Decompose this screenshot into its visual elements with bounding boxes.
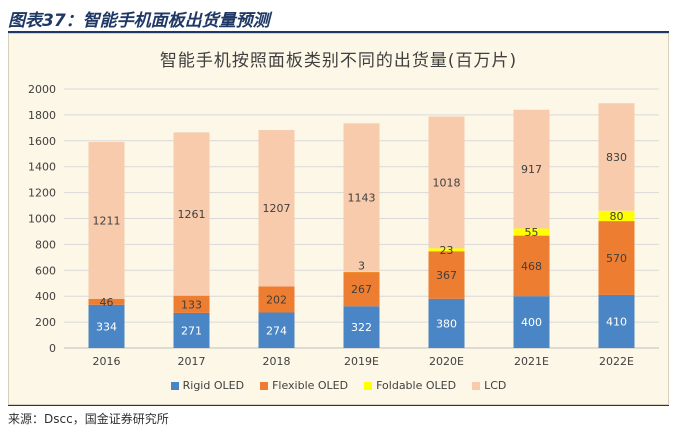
bar-segment	[428, 251, 465, 299]
data-label: 334	[96, 320, 117, 333]
x-tick-label: 2021E	[514, 355, 549, 368]
legend-item: Foldable OLED	[364, 379, 456, 392]
data-label: 1211	[93, 214, 121, 227]
data-label: 1207	[263, 202, 291, 215]
bar-segment	[428, 248, 465, 252]
bar-segment	[173, 295, 210, 313]
bar-segment	[513, 235, 550, 297]
figure-title: 图表37：智能手机面板出货量预测	[8, 11, 270, 31]
x-tick-label: 2019E	[344, 355, 379, 368]
bar-segment	[598, 103, 635, 211]
bar-segment	[258, 286, 295, 313]
legend-swatch	[364, 381, 373, 390]
data-label: 1018	[433, 176, 461, 189]
data-label: 400	[521, 316, 542, 329]
data-label: 23	[440, 244, 454, 257]
legend-label: Foldable OLED	[376, 379, 457, 392]
data-label: 410	[606, 315, 627, 328]
data-label: 267	[351, 283, 372, 296]
data-label: 202	[266, 293, 287, 306]
legend-swatch	[170, 381, 179, 390]
data-label: 917	[521, 163, 542, 176]
y-tick-label: 1200	[28, 187, 56, 200]
data-label: 46	[100, 296, 114, 309]
y-tick-label: 400	[35, 290, 56, 303]
data-label: 271	[181, 324, 202, 337]
bar-segment	[513, 228, 550, 236]
data-label: 133	[181, 298, 202, 311]
y-tick-label: 1400	[28, 161, 56, 174]
bar-segment	[173, 312, 210, 348]
y-tick-label: 1800	[28, 109, 56, 122]
data-label: 570	[606, 252, 627, 265]
bar-segment	[88, 304, 125, 348]
legend-swatch	[260, 381, 269, 390]
bar-segment	[343, 306, 380, 348]
data-label: 80	[610, 210, 624, 223]
x-tick-label: 2018	[263, 355, 291, 368]
data-label: 830	[606, 151, 627, 164]
bar-segment	[88, 141, 125, 299]
x-tick-label: 2022E	[599, 355, 634, 368]
figure-header: 图表37：智能手机面板出货量预测	[8, 3, 669, 33]
data-label: 367	[436, 269, 457, 282]
data-label: 1143	[348, 191, 376, 204]
data-label: 274	[266, 324, 287, 337]
bar-segment	[173, 132, 210, 296]
bar-segment	[258, 312, 295, 348]
source-line: 来源：Dscc，国金证券研究所	[8, 405, 669, 428]
legend-swatch	[472, 381, 481, 390]
legend-label: Flexible OLED	[272, 379, 349, 392]
y-tick-label: 600	[35, 264, 56, 277]
bar-segment	[598, 210, 635, 222]
bar-segment	[428, 298, 465, 348]
y-tick-label: 1000	[28, 213, 56, 226]
y-tick-label: 1600	[28, 135, 56, 148]
y-tick-label: 200	[35, 316, 56, 329]
chart-legend: Rigid OLED Flexible OLED Foldable OLED LCD	[9, 379, 668, 392]
bar-segment	[428, 116, 465, 249]
data-label: 55	[525, 226, 539, 239]
source-text: 来源：Dscc，国金证券研究所	[8, 412, 169, 426]
legend-item: Rigid OLED	[170, 379, 245, 392]
chart-title: 智能手机按照面板类别不同的出货量(百万片)	[159, 51, 518, 71]
x-tick-label: 2020E	[429, 355, 464, 368]
data-label: 322	[351, 321, 372, 334]
chart-svg: 0 200 400 600 800 1000 1200 1400 1600 1800 2000 334…	[28, 83, 659, 368]
bar-segment	[258, 130, 295, 287]
bar-segment	[343, 123, 380, 272]
bar-segment	[343, 271, 380, 307]
legend-item: LCD	[472, 379, 506, 392]
bar-segment	[513, 296, 550, 348]
bar-segment	[88, 298, 125, 305]
data-label: 3	[358, 259, 365, 272]
bar-segment	[598, 221, 635, 295]
y-tick-label: 2000	[28, 83, 56, 96]
legend-label: Rigid OLED	[182, 379, 245, 392]
data-label: 1261	[178, 208, 206, 221]
legend-item: Flexible OLED	[260, 379, 348, 392]
y-tick-label: 800	[35, 238, 56, 251]
data-label: 380	[436, 317, 457, 330]
bar-segment	[343, 271, 380, 273]
chart-frame: 0 200 400 600 800 1000 1200 1400 1600 1800 2000 334…	[8, 33, 669, 405]
bar-segment	[513, 109, 550, 229]
bar-segment	[598, 294, 635, 348]
x-tick-label: 2016	[93, 355, 121, 368]
y-tick-label: 0	[49, 342, 56, 355]
x-tick-label: 2017	[178, 355, 206, 368]
data-label: 468	[521, 260, 542, 273]
legend-label: LCD	[484, 379, 507, 392]
